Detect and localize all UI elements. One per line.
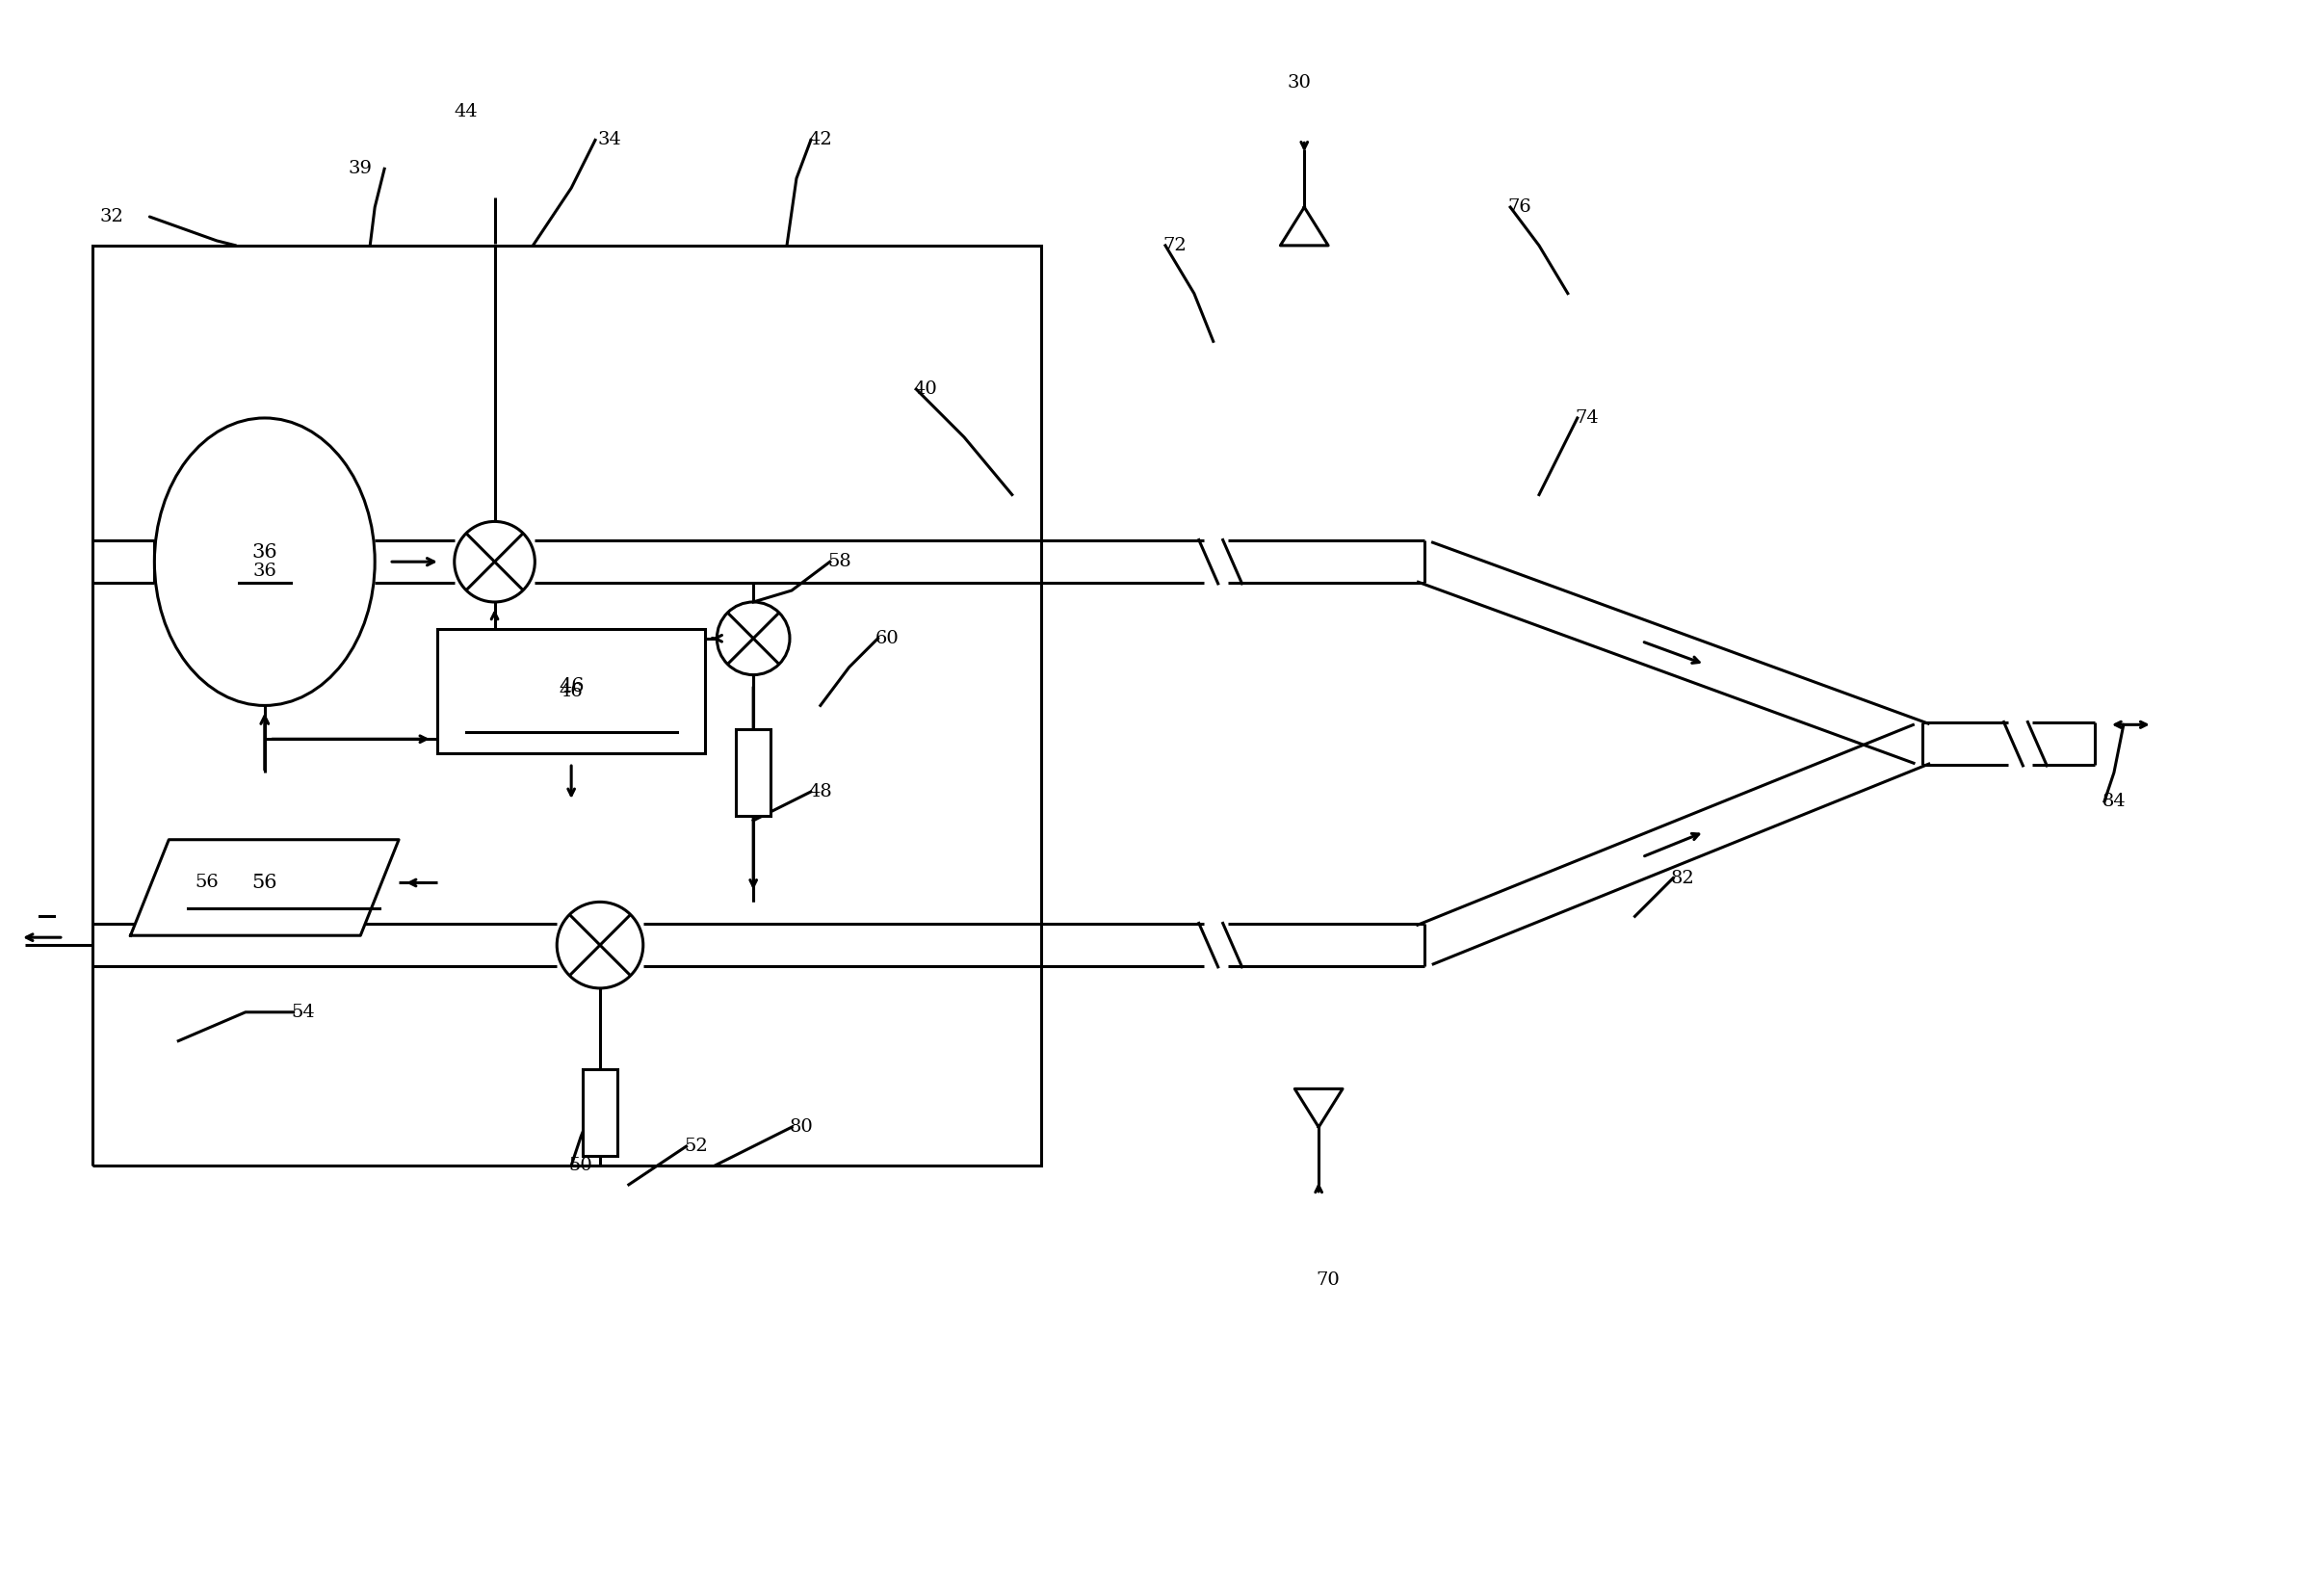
Text: 48: 48 [809, 783, 832, 800]
Text: 52: 52 [683, 1138, 709, 1155]
Polygon shape [130, 839, 400, 935]
Text: 60: 60 [876, 630, 899, 648]
Text: 54: 54 [290, 1003, 314, 1020]
Bar [737, 729, 772, 816]
Text: 36: 36 [253, 563, 277, 580]
Text: 56: 56 [251, 874, 277, 891]
Text: 50: 50 [569, 1157, 593, 1174]
Text: 74: 74 [1576, 409, 1599, 426]
Text: 76: 76 [1508, 198, 1532, 215]
Text: 58: 58 [827, 553, 851, 571]
Text: 30: 30 [1287, 74, 1311, 91]
Text: 70: 70 [1315, 1272, 1341, 1289]
Text: 32: 32 [100, 208, 123, 225]
Text: 84: 84 [2101, 792, 2126, 810]
Text: 40: 40 [913, 380, 937, 398]
Text: 72: 72 [1162, 237, 1188, 255]
Text: 56: 56 [195, 874, 218, 891]
Text: 42: 42 [809, 132, 832, 149]
Text: 34: 34 [597, 132, 621, 149]
Ellipse shape [153, 418, 374, 706]
Text: 39: 39 [349, 160, 372, 178]
Text: 36: 36 [251, 542, 277, 561]
Bar [437, 629, 706, 753]
Text: 44: 44 [453, 102, 479, 119]
Text: 80: 80 [790, 1119, 813, 1137]
Text: 46: 46 [560, 682, 583, 700]
Text: 46: 46 [558, 678, 583, 695]
Text: 82: 82 [1671, 869, 1694, 887]
Bar [583, 1069, 618, 1155]
